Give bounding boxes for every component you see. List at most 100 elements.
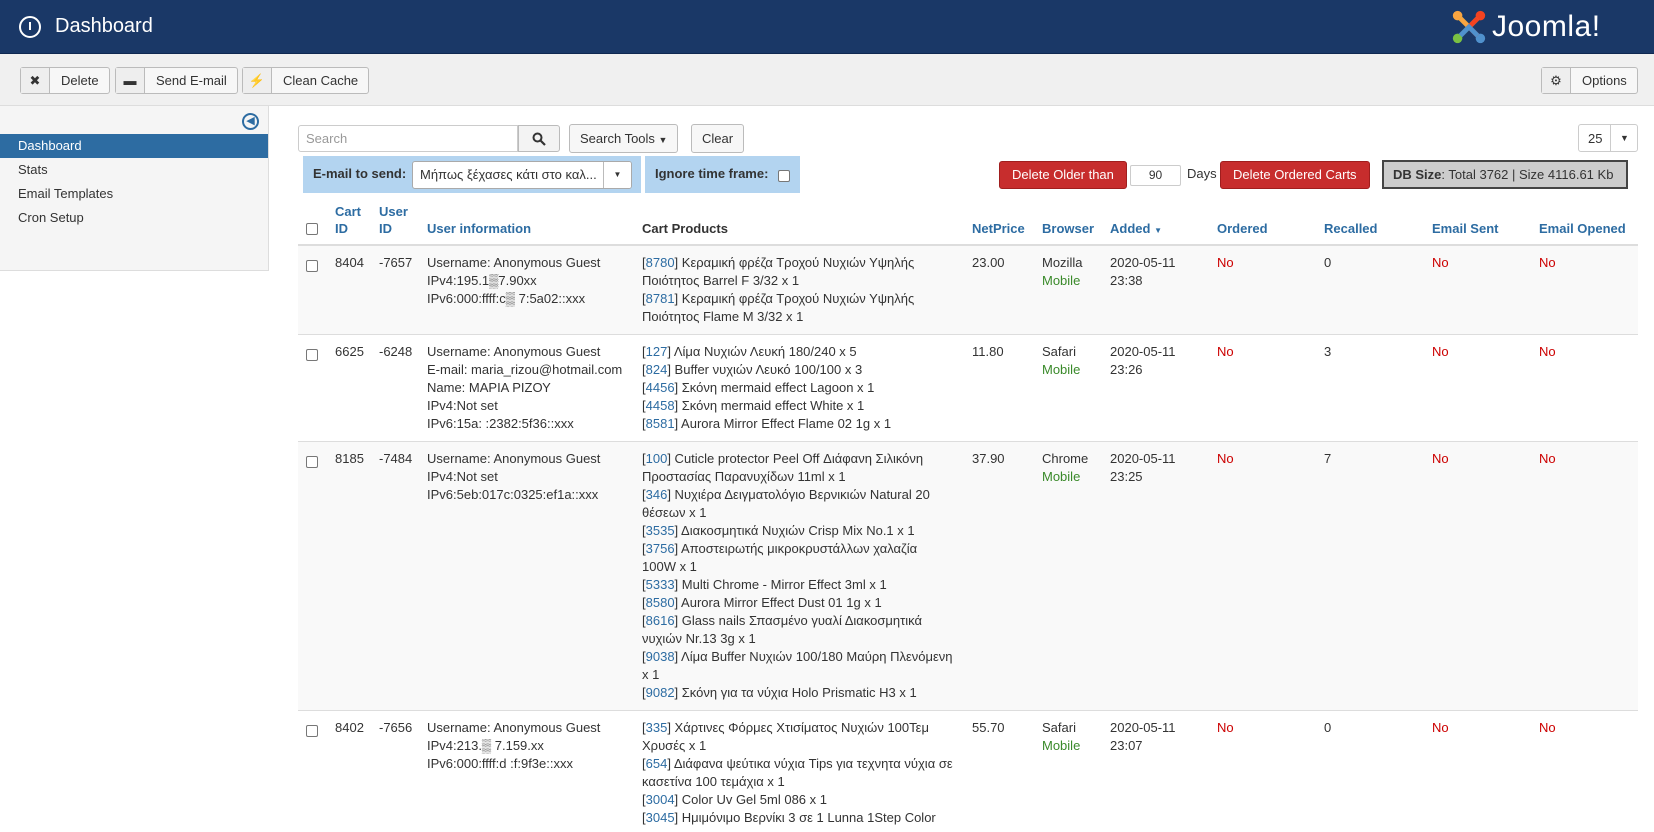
row-checkbox[interactable]	[306, 456, 318, 468]
browser: Safari Mobile	[1042, 720, 1081, 753]
page-title: Dashboard	[55, 15, 153, 37]
product-link[interactable]: 100	[645, 451, 668, 466]
search-tools-button[interactable]: Search Tools ▼	[569, 124, 679, 153]
cart-products: [100] Cuticle protector Peel Off Διάφανη…	[642, 451, 953, 700]
user-id: -7657	[379, 255, 413, 270]
sidebar: ◀ Dashboard Stats Email Templates Cron S…	[0, 106, 269, 271]
product-link[interactable]: 8781	[645, 291, 675, 306]
row-checkbox[interactable]	[306, 260, 318, 272]
search-button[interactable]	[518, 125, 560, 152]
ordered-status: No	[1217, 451, 1234, 466]
email-opened-status: No	[1539, 451, 1556, 466]
browser: Chrome Mobile	[1042, 451, 1089, 484]
row-checkbox[interactable]	[306, 725, 318, 737]
added-date: 2020-05-11 23:26	[1110, 344, 1176, 377]
product-link[interactable]: 8616	[645, 613, 675, 628]
options-button[interactable]: ⚙ Options	[1541, 67, 1638, 94]
sidebar-item-stats[interactable]: Stats	[18, 162, 48, 177]
close-icon: ✖	[21, 68, 50, 93]
product-link[interactable]: 8780	[645, 255, 675, 270]
user-id: -7484	[379, 451, 413, 466]
sidebar-item-email-templates[interactable]: Email Templates	[18, 186, 114, 201]
added-date: 2020-05-11 23:38	[1110, 255, 1176, 288]
list-limit-select[interactable]: 25 ▼	[1578, 124, 1638, 152]
gear-icon: ⚙	[1542, 68, 1571, 93]
caret-down-icon: ▼	[658, 135, 668, 145]
user-info: Username: Anonymous Guest E-mail: maria_…	[427, 344, 623, 431]
email-template-select[interactable]: Μήπως ξέχασες κάτι στο καλ... ▼	[412, 161, 632, 189]
recalled-count: 3	[1324, 344, 1332, 359]
added-date: 2020-05-11 23:25	[1110, 451, 1176, 484]
email-sent-status: No	[1432, 344, 1449, 359]
cart-products: [335] Χάρτινες Φόρμες Χτισίματος Νυχιών …	[642, 720, 953, 825]
table-row: 8404 -7657 Username: Anonymous Guest IPv…	[298, 246, 1638, 335]
col-user-id[interactable]: User ID	[379, 204, 408, 236]
joomla-logo: Joomla!	[1450, 8, 1640, 48]
email-opened-status: No	[1539, 720, 1556, 735]
product-link[interactable]: 335	[645, 720, 668, 735]
product-link[interactable]: 5333	[645, 577, 675, 592]
recalled-count: 0	[1324, 720, 1332, 735]
search-icon	[532, 132, 546, 146]
product-link[interactable]: 8581	[645, 416, 675, 431]
delete-older-than-button[interactable]: Delete Older than	[999, 161, 1127, 189]
clean-cache-button[interactable]: ⚡ Clean Cache	[242, 67, 370, 94]
netprice: 23.00	[972, 255, 1005, 270]
col-user-information[interactable]: User information	[427, 221, 532, 236]
cart-id: 8404	[335, 255, 364, 270]
joomla-admin-icon[interactable]	[19, 16, 41, 38]
sidebar-item-dashboard[interactable]: Dashboard	[0, 134, 268, 158]
toolbar: ✖ Delete ▬ Send E-mail ⚡ Clean Cache ⚙ O…	[0, 54, 1654, 106]
sort-desc-icon: ▼	[1154, 226, 1162, 235]
product-link[interactable]: 127	[645, 344, 668, 359]
clear-button[interactable]: Clear	[691, 124, 745, 153]
table-header: Cart ID User ID User information Cart Prod…	[298, 200, 1638, 246]
product-link[interactable]: 3756	[645, 541, 675, 556]
caret-down-icon: ▼	[1610, 125, 1638, 151]
col-netprice[interactable]: NetPrice	[972, 221, 1025, 236]
netprice: 55.70	[972, 720, 1005, 735]
product-link[interactable]: 346	[645, 487, 668, 502]
product-link[interactable]: 3045	[645, 810, 675, 825]
delete-button[interactable]: ✖ Delete	[20, 67, 110, 94]
col-added[interactable]: Added ▼	[1110, 221, 1162, 236]
cart-id: 8402	[335, 720, 364, 735]
email-sent-status: No	[1432, 720, 1449, 735]
table-row: 8402 -7656 Username: Anonymous Guest IPv…	[298, 711, 1638, 832]
product-link[interactable]: 4458	[645, 398, 675, 413]
product-link[interactable]: 3535	[645, 523, 675, 538]
ordered-status: No	[1217, 255, 1234, 270]
ordered-status: No	[1217, 344, 1234, 359]
ignore-time-checkbox[interactable]	[778, 170, 790, 182]
row-checkbox[interactable]	[306, 349, 318, 361]
col-email-opened[interactable]: Email Opened	[1539, 221, 1626, 236]
top-header: Dashboard Joomla!	[0, 0, 1654, 54]
col-cart-id[interactable]: Cart ID	[335, 204, 362, 236]
col-recalled[interactable]: Recalled	[1324, 221, 1378, 236]
product-link[interactable]: 9038	[645, 649, 675, 664]
col-ordered[interactable]: Ordered	[1217, 221, 1268, 236]
product-link[interactable]: 9082	[645, 685, 675, 700]
product-link[interactable]: 3004	[645, 792, 675, 807]
sidebar-item-cron-setup[interactable]: Cron Setup	[18, 210, 84, 225]
delete-ordered-carts-button[interactable]: Delete Ordered Carts	[1220, 161, 1370, 189]
product-link[interactable]: 654	[645, 756, 668, 771]
recalled-count: 7	[1324, 451, 1332, 466]
user-info: Username: Anonymous Guest IPv4:213.▒ 7.1…	[427, 720, 601, 771]
product-link[interactable]: 824	[645, 362, 668, 377]
browser: Mozilla Mobile	[1042, 255, 1083, 288]
col-email-sent[interactable]: Email Sent	[1432, 221, 1499, 236]
cart-products: [8780] Κεραμική φρέζα Τροχού Νυχιών Υψηλ…	[642, 255, 915, 324]
col-browser[interactable]: Browser	[1042, 221, 1095, 236]
search-input[interactable]: Search	[298, 125, 518, 152]
ordered-status: No	[1217, 720, 1234, 735]
browser: Safari Mobile	[1042, 344, 1081, 377]
send-email-button[interactable]: ▬ Send E-mail	[115, 67, 238, 94]
select-all-checkbox[interactable]	[306, 223, 318, 235]
product-link[interactable]: 8580	[645, 595, 675, 610]
joomla-wordmark: Joomla!	[1492, 10, 1601, 43]
days-input[interactable]: 90	[1130, 165, 1181, 186]
product-link[interactable]: 4456	[645, 380, 675, 395]
table-row: 8185 -7484 Username: Anonymous Guest IPv…	[298, 442, 1638, 711]
collapse-sidebar-icon[interactable]: ◀	[242, 113, 259, 130]
